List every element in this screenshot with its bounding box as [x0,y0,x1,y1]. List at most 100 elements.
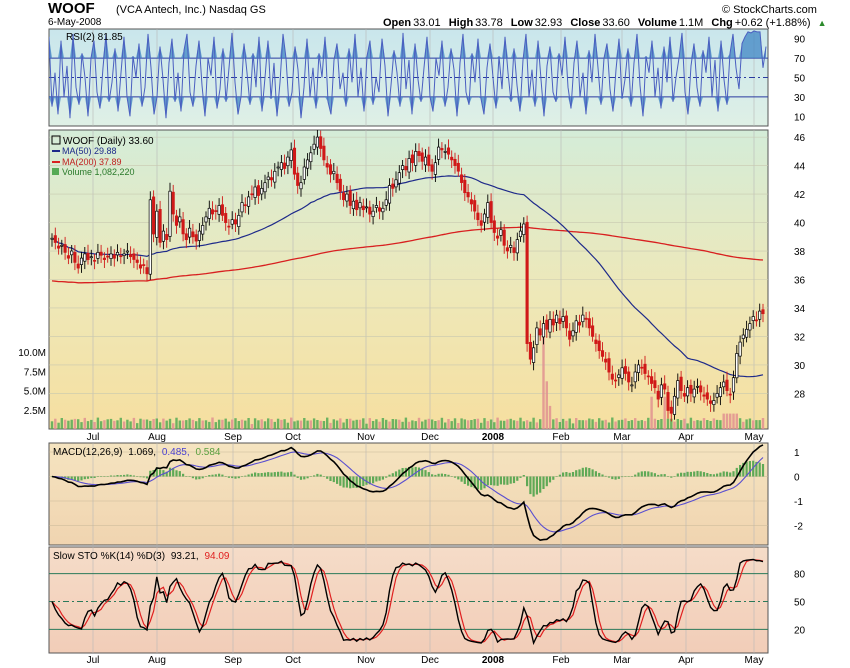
volume-bar [411,420,414,429]
candle-body [528,341,532,360]
macd-histogram-bar [716,473,719,477]
candle-body [83,253,87,262]
volume-bar [738,418,742,429]
volume-bar [584,420,588,429]
volume-bar [185,420,188,429]
candle-body [666,392,670,411]
volume-bar [253,418,257,429]
macd-histogram-bar [175,470,178,477]
macd-histogram-bar [650,472,653,477]
volume-bar [630,420,634,429]
volume-bar [231,419,234,429]
candle-body [269,177,274,181]
macd-histogram-bar [336,476,339,484]
volume-bar [509,418,512,429]
volume-bar [712,418,716,429]
candle-body [106,255,110,258]
month-label: Apr [678,432,694,443]
volume-bar [178,420,181,429]
volume-bar [693,420,696,429]
volume-bar [280,419,283,429]
macd-histogram-bar [431,474,434,477]
volume-bar [670,418,673,429]
volume-bar [542,332,545,429]
candle-body [722,381,726,388]
macd-histogram-bar [742,462,745,477]
macd-histogram-bar [480,476,483,490]
volume-bar [647,417,650,429]
candle-body [207,207,211,219]
candle-body [463,179,467,194]
volume-bar [73,418,77,429]
volume-bar [204,420,208,429]
macd-histogram-bar [129,474,132,477]
candle-body [60,244,64,247]
candle-body [292,147,297,175]
macd-histogram-bar [493,476,496,486]
macd-histogram-bar [185,476,188,477]
candle-body [427,154,431,166]
month-label: Nov [357,432,375,443]
volume-bar [748,418,752,429]
volume-bar [122,421,126,429]
macd-histogram-bar [702,472,706,477]
volume-bar [106,419,109,429]
volume-bar [689,417,693,429]
macd-histogram-bar [476,476,479,490]
macd-histogram-bar [634,474,637,477]
macd-histogram-bar [660,474,663,477]
macd-histogram-bar [617,476,620,479]
candle-body [99,251,103,256]
volume-bar [136,423,139,429]
volume-bar [96,417,100,429]
candle-body [728,393,732,396]
candle-body [731,377,736,393]
close-label: Close [570,17,601,29]
macd-panel: 1 0 -1 -2 MACD(12,26,9) 1.069, 0.485, 0.584 [48,442,803,546]
volume-bar [217,419,221,429]
month-label: Mar [613,655,631,666]
open-label: Open [383,17,412,29]
candle-body [460,174,464,183]
candle-body [397,172,401,184]
macd-histogram-bar [145,476,149,479]
volume-bar [109,418,113,429]
sto-tick-label: 80 [794,570,806,581]
volume-bar [234,418,237,429]
volume-bar [145,419,149,429]
candle-body [302,166,306,180]
macd-histogram-bar [178,471,181,477]
volume-bar [158,422,162,429]
macd-histogram-bar [372,476,375,484]
company-name: (VCA Antech, Inc.) Nasdaq GS [116,4,266,16]
volume-bar [489,419,493,429]
moving-averages [51,175,764,378]
volume-bar [545,381,548,429]
volume-bar [699,420,702,429]
candle-body [653,380,657,389]
price-y-axis: 28 30 32 34 36 38 40 42 44 46 [794,133,806,400]
price-tick-label: 30 [794,361,806,372]
candle-body [86,252,90,260]
macd-tick-label: -2 [794,522,803,533]
up-triangle-icon: ▲ [817,18,827,28]
macd-histogram-bar [604,475,607,477]
candle-body [617,374,621,378]
macd-histogram-bar [142,476,145,478]
macd-histogram-bar [355,476,358,488]
sto-tick-label: 20 [794,625,806,636]
candle-body [53,235,57,243]
macd-histogram-bar [450,476,453,477]
volume-bar [214,422,217,429]
candle-body [532,347,536,363]
volume-bar [319,420,322,429]
volume-bar [345,418,349,429]
volume-bar [742,421,745,429]
macd-histogram-bar [270,472,273,477]
macd-histogram-bar [273,472,276,477]
candle-body [188,227,192,238]
macd-histogram-bar [109,475,113,477]
volume-bar [99,421,103,429]
macd-histogram-bar [755,461,758,477]
candle-body [279,162,283,170]
